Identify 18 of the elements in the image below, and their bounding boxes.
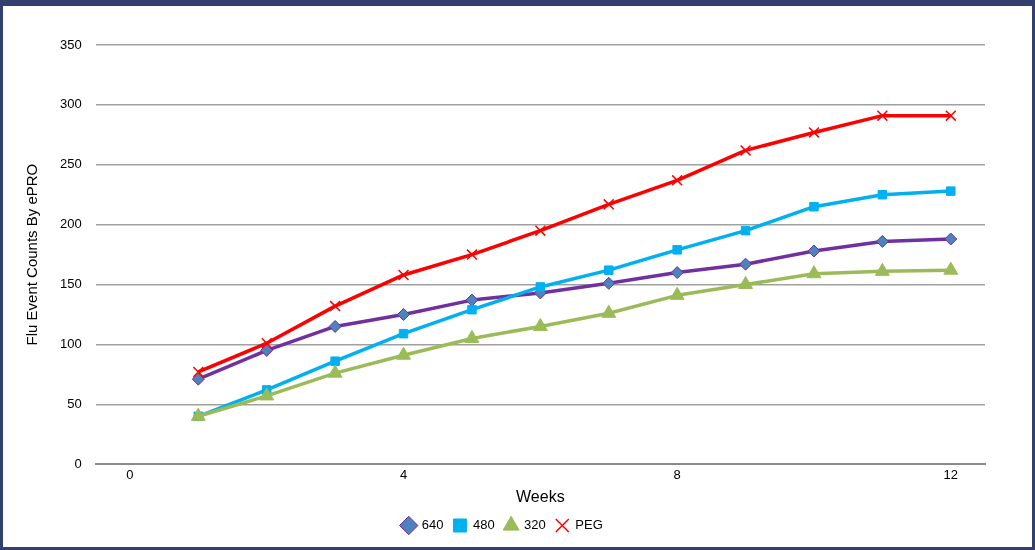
x-axis-title: Weeks <box>516 487 565 505</box>
y-tick-label: 0 <box>74 455 82 471</box>
x-tick-label: 4 <box>399 466 408 482</box>
legend-label: PEG <box>575 517 603 533</box>
x-tick-label: 8 <box>673 466 681 482</box>
y-tick-label: 150 <box>59 276 82 292</box>
legend-label: 480 <box>472 517 495 533</box>
x-tick-label: 12 <box>943 466 959 482</box>
y-axis-title: Flu Event Counts By ePRO <box>23 163 41 346</box>
y-tick-label: 300 <box>59 96 82 112</box>
y-tick-label: 50 <box>67 395 82 411</box>
x-tick-label: 0 <box>126 466 134 482</box>
legend-label: 320 <box>524 517 546 533</box>
y-tick-label: 250 <box>59 156 82 172</box>
y-tick-label: 200 <box>59 216 82 232</box>
legend-label: 640 <box>421 517 444 533</box>
y-tick-label: 350 <box>59 36 82 52</box>
y-tick-label: 100 <box>59 336 82 352</box>
